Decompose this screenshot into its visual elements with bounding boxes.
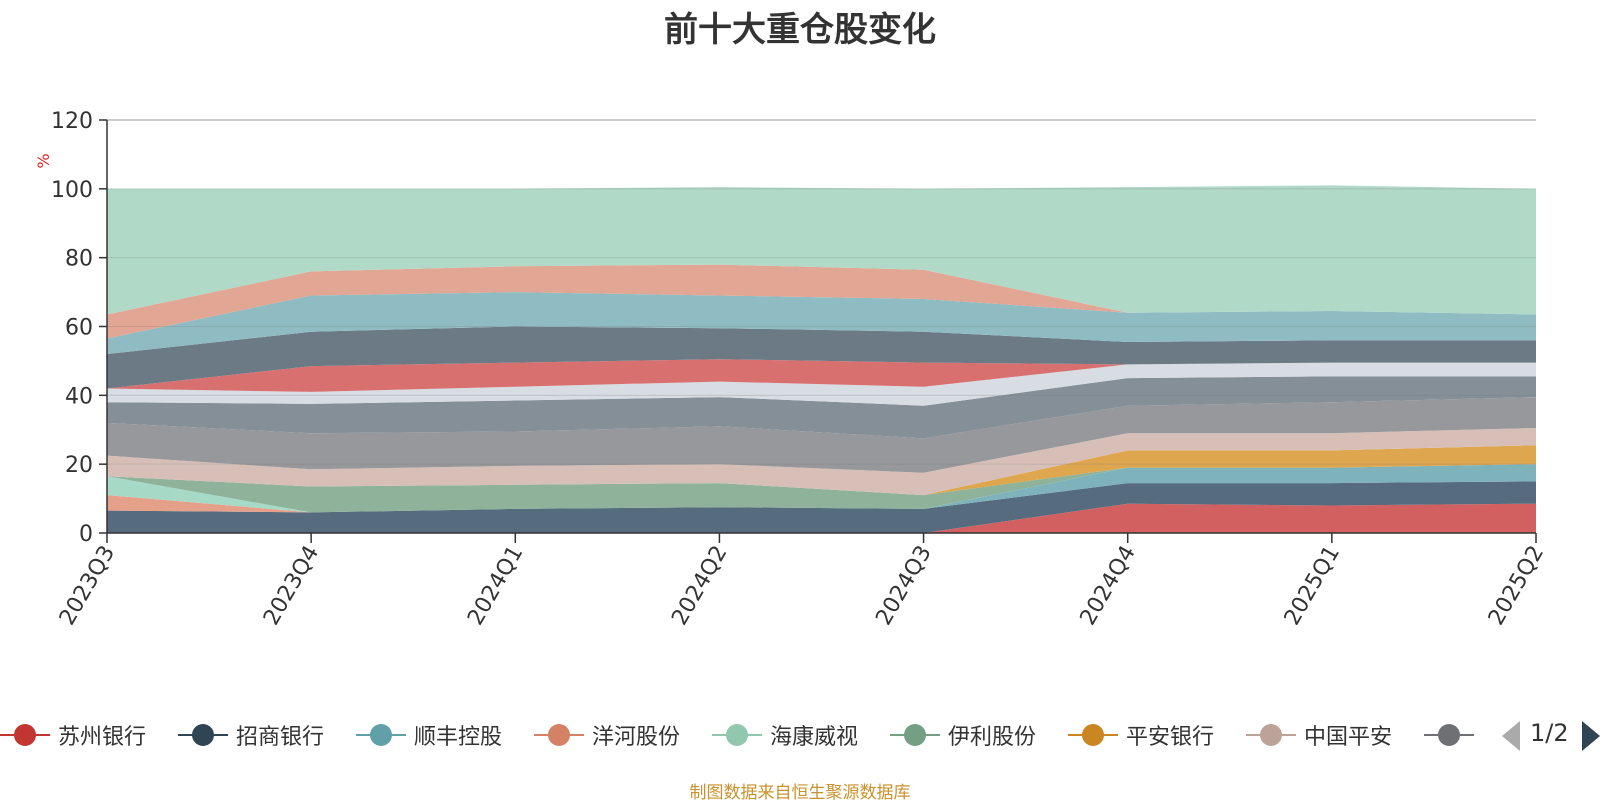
source-note: 制图数据来自恒生聚源数据库 <box>689 783 911 803</box>
legend-label: 苏州银行 <box>58 725 147 750</box>
legend-label: 伊利股份 <box>948 725 1037 750</box>
y-tick-label-4: 80 <box>65 247 93 272</box>
y-axis-unit: % <box>34 153 53 168</box>
legend-label: 顺丰控股 <box>414 725 503 750</box>
y-tick-label-6: 120 <box>51 109 93 134</box>
pager-text: 1/2 <box>1530 719 1569 747</box>
area-series-2 <box>107 464 1536 513</box>
legend-pager: 1/2 <box>1498 715 1600 755</box>
area-series-1 <box>107 481 1536 533</box>
area-series-3 <box>107 464 1536 513</box>
legend-marker-icon <box>356 720 406 750</box>
legend-marker-icon <box>1068 720 1118 750</box>
legend-marker-icon <box>1424 720 1474 750</box>
area-series-0 <box>107 503 1536 533</box>
x-tick-label-3: 2024Q2 <box>667 542 732 630</box>
legend-dot <box>904 724 926 746</box>
x-tick-label-2: 2024Q1 <box>463 542 528 630</box>
y-tick-label-5: 100 <box>51 178 93 203</box>
legend-item[interactable]: 苏州银行 <box>0 715 146 755</box>
legend-label: 招商银行 <box>236 725 325 750</box>
legend: 苏州银行 招商银行 顺丰控股 洋河股份 海康威视 伊利股份 平安银行 中国平安 美的集团 <box>0 715 1480 755</box>
x-tick-label-6: 2025Q1 <box>1280 542 1345 630</box>
chart-title: 前十大重仓股变化 <box>664 10 936 50</box>
area-series-10 <box>107 362 1536 406</box>
legend-item[interactable]: 中国平安 <box>1246 715 1392 755</box>
area-series-11 <box>107 359 1536 392</box>
legend-item[interactable]: 美的集团 <box>1424 715 1480 755</box>
legend-item[interactable]: 招商银行 <box>178 715 324 755</box>
x-tick-label-5: 2024Q4 <box>1076 542 1141 630</box>
area-series-6 <box>107 445 1536 496</box>
y-tick-label-3: 60 <box>65 316 93 341</box>
legend-dot <box>1082 724 1104 746</box>
legend-label: 海康威视 <box>770 725 859 750</box>
legend-dot <box>14 724 36 746</box>
stacked-area-chart: 0 20 40 60 80 100 120% 2023Q3 2023Q4 2024Q1 2024Q2… <box>34 109 1549 630</box>
legend-dot <box>1260 724 1282 746</box>
area-series-7 <box>107 428 1536 496</box>
x-tick-label-1: 2023Q4 <box>259 542 324 630</box>
legend-dot <box>726 724 748 746</box>
x-tick-label-7: 2025Q2 <box>1484 542 1549 630</box>
x-tick-label-0: 2023Q3 <box>55 542 120 630</box>
legend-dot <box>548 724 570 746</box>
area-series-14 <box>107 264 1536 339</box>
legend-marker-icon <box>712 720 762 750</box>
legend-dot <box>1438 724 1460 746</box>
legend-dot <box>370 724 392 746</box>
legend-label: 中国平安 <box>1304 725 1393 750</box>
legend-marker-icon <box>178 720 228 750</box>
area-series-8 <box>107 397 1536 473</box>
pager-next-icon[interactable] <box>1582 721 1600 751</box>
y-tick-label-0: 0 <box>79 522 93 547</box>
pager-prev-icon[interactable] <box>1502 721 1520 751</box>
legend-label: 平安银行 <box>1126 725 1215 750</box>
area-series-13 <box>107 292 1536 354</box>
legend-item[interactable]: 顺丰控股 <box>356 715 502 755</box>
legend-marker-icon <box>890 720 940 750</box>
legend-item[interactable]: 洋河股份 <box>534 715 680 755</box>
legend-marker-icon <box>0 720 50 750</box>
legend-item[interactable]: 伊利股份 <box>890 715 1036 755</box>
legend-item[interactable]: 海康威视 <box>712 715 858 755</box>
legend-dot <box>192 724 214 746</box>
x-tick-label-4: 2024Q3 <box>871 542 936 630</box>
y-tick-label-2: 40 <box>65 384 93 409</box>
legend-label: 洋河股份 <box>592 725 681 750</box>
area-series-5 <box>107 464 1536 513</box>
y-tick-label-1: 20 <box>65 453 93 478</box>
area-series-15 <box>107 185 1536 315</box>
area-series-9 <box>107 376 1536 439</box>
legend-item[interactable]: 平安银行 <box>1068 715 1214 755</box>
legend-marker-icon <box>534 720 584 750</box>
area-series-12 <box>107 326 1536 389</box>
legend-marker-icon <box>1246 720 1296 750</box>
